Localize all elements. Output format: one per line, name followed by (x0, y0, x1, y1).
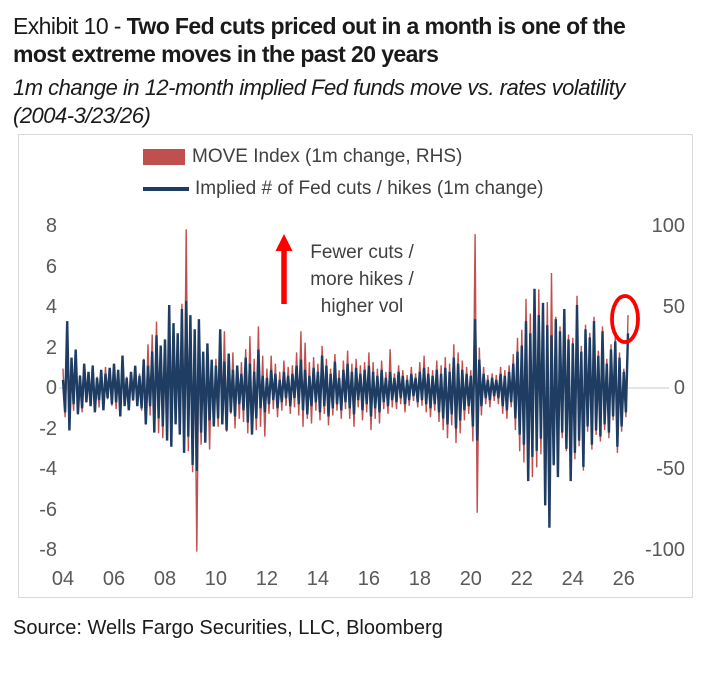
right-axis-tick: 0 (673, 377, 685, 399)
source-note: Source: Wells Fargo Securities, LLC, Blo… (13, 617, 443, 639)
fed-cuts-series-line (61, 288, 630, 528)
left-axis-tick: -6 (39, 498, 57, 521)
annotation-line-2: more hikes / (310, 269, 414, 290)
legend-item-fed-cuts: Implied # of Fed cuts / hikes (1m change… (143, 173, 544, 205)
legend-label-move-index: MOVE Index (1m change, RHS) (192, 146, 463, 167)
right-axis-tick: 50 (662, 296, 685, 318)
left-axis-tick: 6 (45, 255, 57, 278)
left-axis-tick: 2 (45, 336, 57, 359)
subtitle-line-1: 1m change in 12-month implied Fed funds … (13, 75, 625, 100)
left-axis-tick: 4 (45, 296, 57, 318)
right-axis-tick: -50 (656, 458, 685, 480)
exhibit-title-bold: Two Fed cuts priced out in a month is on… (13, 13, 626, 67)
left-axis-tick: -2 (39, 417, 57, 440)
left-axis-tick: -4 (39, 458, 57, 480)
fed-cuts-swatch-icon (143, 187, 189, 191)
left-axis-tick: 8 (45, 215, 57, 237)
move-index-swatch-icon (143, 149, 185, 165)
x-axis-tick: 24 (561, 568, 584, 590)
annotation-line-3: higher vol (320, 296, 404, 317)
chart-plot (59, 229, 669, 552)
subtitle-line-2: (2004-3/23/26) (13, 103, 151, 128)
x-axis-tick: 04 (51, 568, 75, 590)
left-axis-tick: -8 (39, 539, 57, 561)
chart-header: Exhibit 10 - Two Fed cuts priced out in … (13, 12, 679, 130)
annotation-line-1: Fewer cuts / (310, 242, 414, 263)
legend-label-fed-cuts: Implied # of Fed cuts / hikes (1m change… (195, 178, 544, 199)
left-axis-tick: 0 (45, 377, 57, 399)
x-axis-tick: 18 (408, 568, 431, 590)
chart-legend: MOVE Index (1m change, RHS) Implied # of… (143, 141, 544, 205)
right-axis-tick: -100 (644, 539, 685, 561)
x-axis-tick: 20 (459, 568, 482, 590)
legend-item-move-index: MOVE Index (1m change, RHS) (143, 141, 544, 173)
exhibit-title: Exhibit 10 - Two Fed cuts priced out in … (13, 12, 679, 68)
x-axis-tick: 08 (153, 568, 177, 590)
chart-subtitle: 1m change in 12-month implied Fed funds … (13, 74, 679, 130)
highlight-circle (610, 294, 640, 344)
right-axis-tick: 100 (651, 215, 685, 237)
x-axis-tick: 12 (255, 568, 279, 590)
chart-area: MOVE Index (1m change, RHS) Implied # of… (18, 134, 693, 598)
x-axis-tick: 26 (612, 568, 635, 590)
annotation-text: Fewer cuts / more hikes / higher vol (287, 239, 437, 320)
annotation-arrow-head (275, 234, 293, 251)
x-axis-tick: 10 (204, 568, 228, 590)
x-axis-tick: 16 (357, 568, 380, 590)
x-axis-tick: 06 (102, 568, 126, 590)
x-axis-tick: 14 (306, 568, 329, 590)
x-axis-tick: 22 (510, 568, 533, 590)
exhibit-number: Exhibit 10 - (13, 13, 127, 39)
